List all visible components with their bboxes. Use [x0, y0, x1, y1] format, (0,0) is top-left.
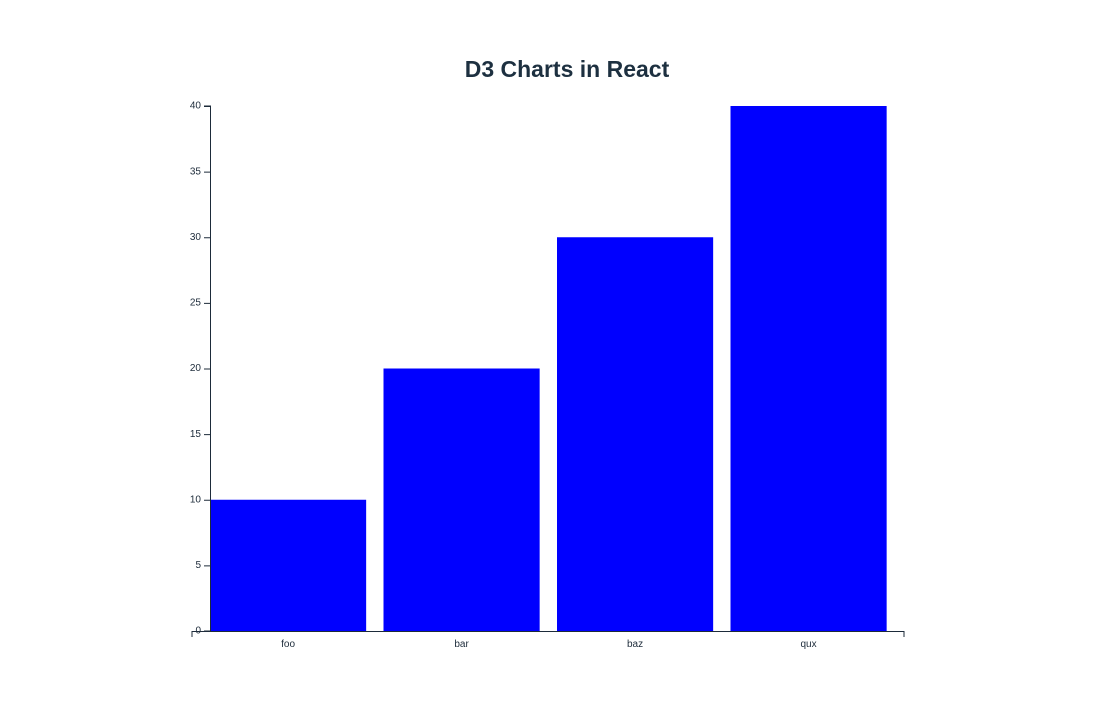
- x-axis-line: [191, 631, 905, 637]
- chart-title: D3 Charts in React: [464, 56, 670, 82]
- y-tick-label-35: 35: [190, 166, 202, 177]
- bar-bar: [383, 368, 540, 631]
- y-tick-label-10: 10: [190, 494, 202, 505]
- bar-qux: [730, 106, 887, 631]
- x-tick-label-bar: bar: [454, 639, 469, 650]
- x-tick-label-foo: foo: [281, 639, 295, 650]
- y-tick-label-15: 15: [190, 429, 202, 440]
- x-tick-label-qux: qux: [801, 639, 817, 650]
- bar-foo: [210, 499, 367, 631]
- plot-area: [210, 106, 887, 631]
- y-tick-label-30: 30: [190, 232, 202, 243]
- y-tick-label-40: 40: [190, 101, 202, 112]
- y-tick-label-25: 25: [190, 298, 202, 309]
- y-tick-label-20: 20: [190, 363, 202, 374]
- x-tick-label-baz: baz: [627, 639, 643, 650]
- y-tick-label-5: 5: [195, 560, 201, 571]
- bar-baz: [557, 237, 714, 631]
- x-axis: foo bar baz qux: [191, 631, 905, 650]
